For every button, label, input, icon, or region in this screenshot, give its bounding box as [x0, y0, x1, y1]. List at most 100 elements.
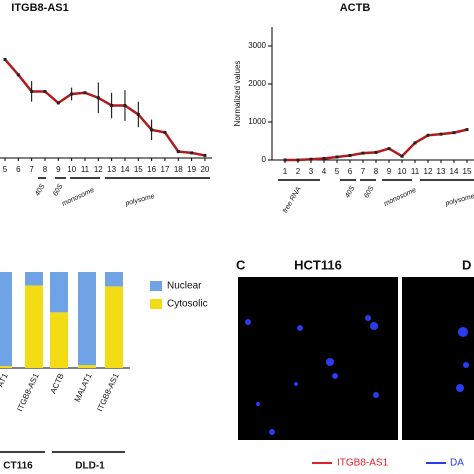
point	[123, 104, 127, 108]
point	[163, 130, 167, 134]
x-tick-label: 10	[67, 165, 76, 174]
bar-segment	[50, 312, 68, 368]
point	[413, 141, 417, 145]
point	[387, 147, 391, 151]
point	[150, 128, 154, 132]
x-tick-label: ACTB	[49, 372, 66, 395]
x-tick-label: 18	[174, 165, 183, 174]
point	[296, 158, 300, 162]
x-tick-label: 15	[134, 165, 143, 174]
point	[96, 96, 100, 100]
point	[190, 151, 194, 155]
point	[335, 155, 339, 159]
bar-segment	[25, 272, 43, 286]
point	[361, 151, 365, 155]
point	[70, 92, 74, 96]
x-tick-label: 9	[56, 165, 61, 174]
y-tick-label: 3000	[248, 41, 266, 50]
bar-segment	[78, 365, 96, 368]
group-label: DLD-1	[75, 461, 105, 472]
bar-segment	[25, 285, 43, 368]
point	[30, 89, 34, 93]
point	[348, 153, 352, 157]
x-tick-label: 16	[147, 165, 156, 174]
x-tick-label: 7	[361, 167, 366, 176]
point	[110, 104, 114, 108]
x-tick-label: 15	[463, 167, 472, 176]
x-tick-label: 1	[283, 167, 288, 176]
point	[203, 153, 207, 157]
point	[56, 101, 60, 105]
x-tick-label: 12	[94, 165, 103, 174]
x-tick-label: 7	[29, 165, 34, 174]
group-label: 40S	[34, 183, 46, 198]
x-tick-label: 12	[424, 167, 433, 176]
bar-segment	[50, 272, 68, 313]
x-tick-label: 6	[348, 167, 353, 176]
group-label: 60S	[363, 185, 375, 200]
x-tick-label: 3	[309, 167, 314, 176]
x-tick-label: 5	[3, 165, 8, 174]
bar-segment	[105, 286, 123, 368]
group-label: polysome	[444, 193, 474, 208]
x-tick-label: 17	[161, 165, 170, 174]
legend-label: DA	[450, 458, 464, 469]
x-tick-label: 13	[437, 167, 446, 176]
x-tick-label: 11	[81, 165, 90, 174]
chart-title: ACTB	[340, 2, 371, 14]
point	[136, 112, 140, 116]
micrograph	[238, 277, 398, 440]
x-tick-label: 14	[450, 167, 459, 176]
point	[374, 150, 378, 154]
point	[176, 150, 180, 154]
group-label: free RNA	[282, 186, 303, 215]
group-label: monosome	[383, 187, 417, 208]
point	[400, 154, 404, 158]
chart-title: ITGB8-AS1	[11, 2, 68, 14]
group-label: 40S	[344, 185, 356, 200]
point	[452, 131, 456, 135]
point	[439, 132, 443, 136]
data-line	[4, 58, 206, 157]
point	[309, 157, 313, 161]
y-tick-label: 1000	[248, 117, 266, 126]
x-tick-label: 14	[121, 165, 130, 174]
y-tick-label: 0	[262, 155, 267, 164]
x-tick-label: 2	[296, 167, 301, 176]
micrograph	[402, 277, 474, 440]
legend-label: Cytosolic	[167, 299, 208, 310]
point	[465, 128, 469, 132]
bar-segment	[78, 272, 96, 366]
x-tick-label: 19	[187, 165, 196, 174]
x-tick-label: 6	[16, 165, 21, 174]
point	[283, 158, 287, 162]
bar-segment	[105, 272, 123, 287]
panel-label: D	[462, 257, 471, 272]
x-tick-label: 8	[374, 167, 379, 176]
group-label: CT116	[3, 461, 33, 472]
legend-swatch	[150, 281, 162, 291]
point	[322, 156, 326, 160]
x-tick-label: ITGB8-AS1	[15, 371, 41, 412]
nuclei	[245, 315, 469, 435]
x-tick-label: 11	[411, 167, 420, 176]
x-tick-label: 5	[335, 167, 340, 176]
point	[3, 57, 7, 61]
legend-label: Nuclear	[167, 281, 202, 292]
point	[43, 89, 47, 93]
x-tick-label: 4	[322, 167, 327, 176]
x-tick-label: 9	[387, 167, 392, 176]
legend-swatch	[150, 299, 162, 309]
legend-label: ITGB8-AS1	[337, 458, 389, 469]
point	[16, 73, 20, 77]
point	[426, 133, 430, 137]
x-tick-label: 8	[43, 165, 48, 174]
bar-segment	[0, 366, 12, 368]
group-label: 60S	[52, 183, 64, 198]
point	[83, 91, 87, 95]
x-tick-label: MALAT1	[73, 371, 94, 403]
y-axis-label: Normalized values	[233, 61, 242, 127]
x-tick-label: 20	[200, 165, 209, 174]
